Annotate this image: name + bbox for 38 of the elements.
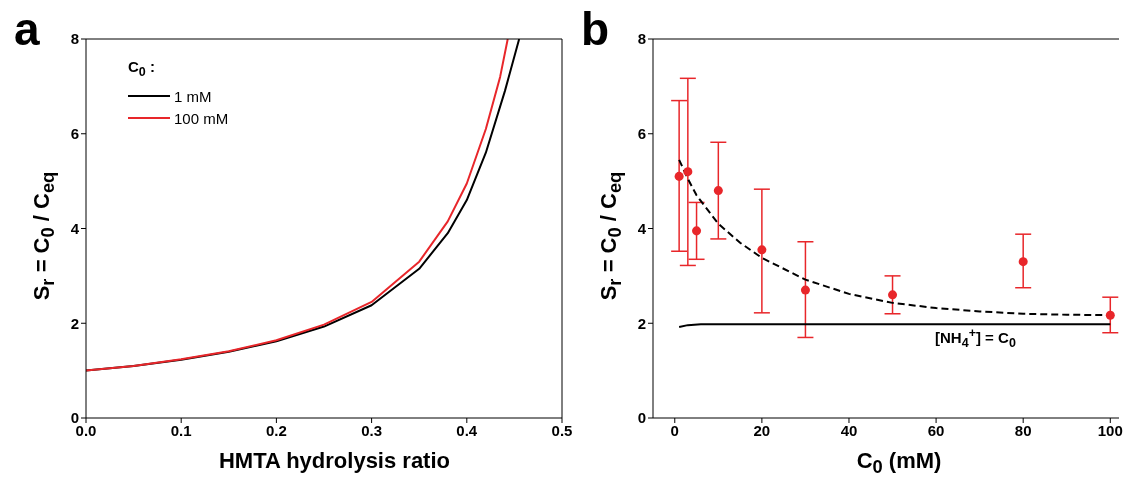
annotation: [NH$_{4}$$^{+}$] = C$_{0}$ bbox=[935, 326, 1016, 350]
x-tick-label: 60 bbox=[927, 421, 945, 439]
x-tick-label: 100 bbox=[1097, 421, 1123, 439]
point bbox=[674, 171, 684, 181]
y-tick-label: 4 bbox=[70, 219, 80, 237]
point bbox=[713, 186, 723, 196]
x-axis-title: HMTA hydrolysis ratio bbox=[217, 448, 451, 474]
y-tick-label: 0 bbox=[70, 409, 79, 427]
chart-title: b bbox=[581, 2, 610, 56]
legend-label: 1 mM bbox=[174, 87, 212, 105]
y-tick-label: 4 bbox=[637, 219, 647, 237]
y-tick-label: 2 bbox=[70, 314, 79, 332]
y-tick-label: 2 bbox=[637, 314, 646, 332]
x-tick-label: 20 bbox=[753, 421, 771, 439]
x-tick-label: 0 bbox=[670, 421, 679, 439]
point bbox=[683, 167, 693, 177]
y-tick-label: 8 bbox=[637, 30, 646, 48]
point bbox=[692, 226, 702, 236]
x-tick-label: 80 bbox=[1014, 421, 1032, 439]
x-tick-label: 0.4 bbox=[456, 421, 478, 439]
point bbox=[1105, 310, 1115, 320]
x-tick-label: 0.5 bbox=[551, 421, 573, 439]
point bbox=[888, 290, 898, 300]
y-tick-label: 6 bbox=[637, 125, 646, 143]
point bbox=[800, 285, 810, 295]
legend-title: C$_{0}$ : bbox=[128, 58, 156, 79]
y-tick-label: 8 bbox=[70, 30, 79, 48]
point bbox=[1018, 257, 1028, 267]
x-axis-title: C$_{0}$ (mM) bbox=[855, 448, 943, 479]
x-tick-label: 0.1 bbox=[170, 421, 192, 439]
chart-title: a bbox=[14, 2, 40, 56]
legend-label: 100 mM bbox=[174, 109, 229, 127]
y-tick-label: 6 bbox=[70, 125, 79, 143]
x-tick-label: 0.2 bbox=[265, 421, 287, 439]
x-tick-label: 0.3 bbox=[361, 421, 383, 439]
y-tick-label: 0 bbox=[637, 409, 646, 427]
point bbox=[757, 245, 767, 255]
x-tick-label: 40 bbox=[840, 421, 858, 439]
